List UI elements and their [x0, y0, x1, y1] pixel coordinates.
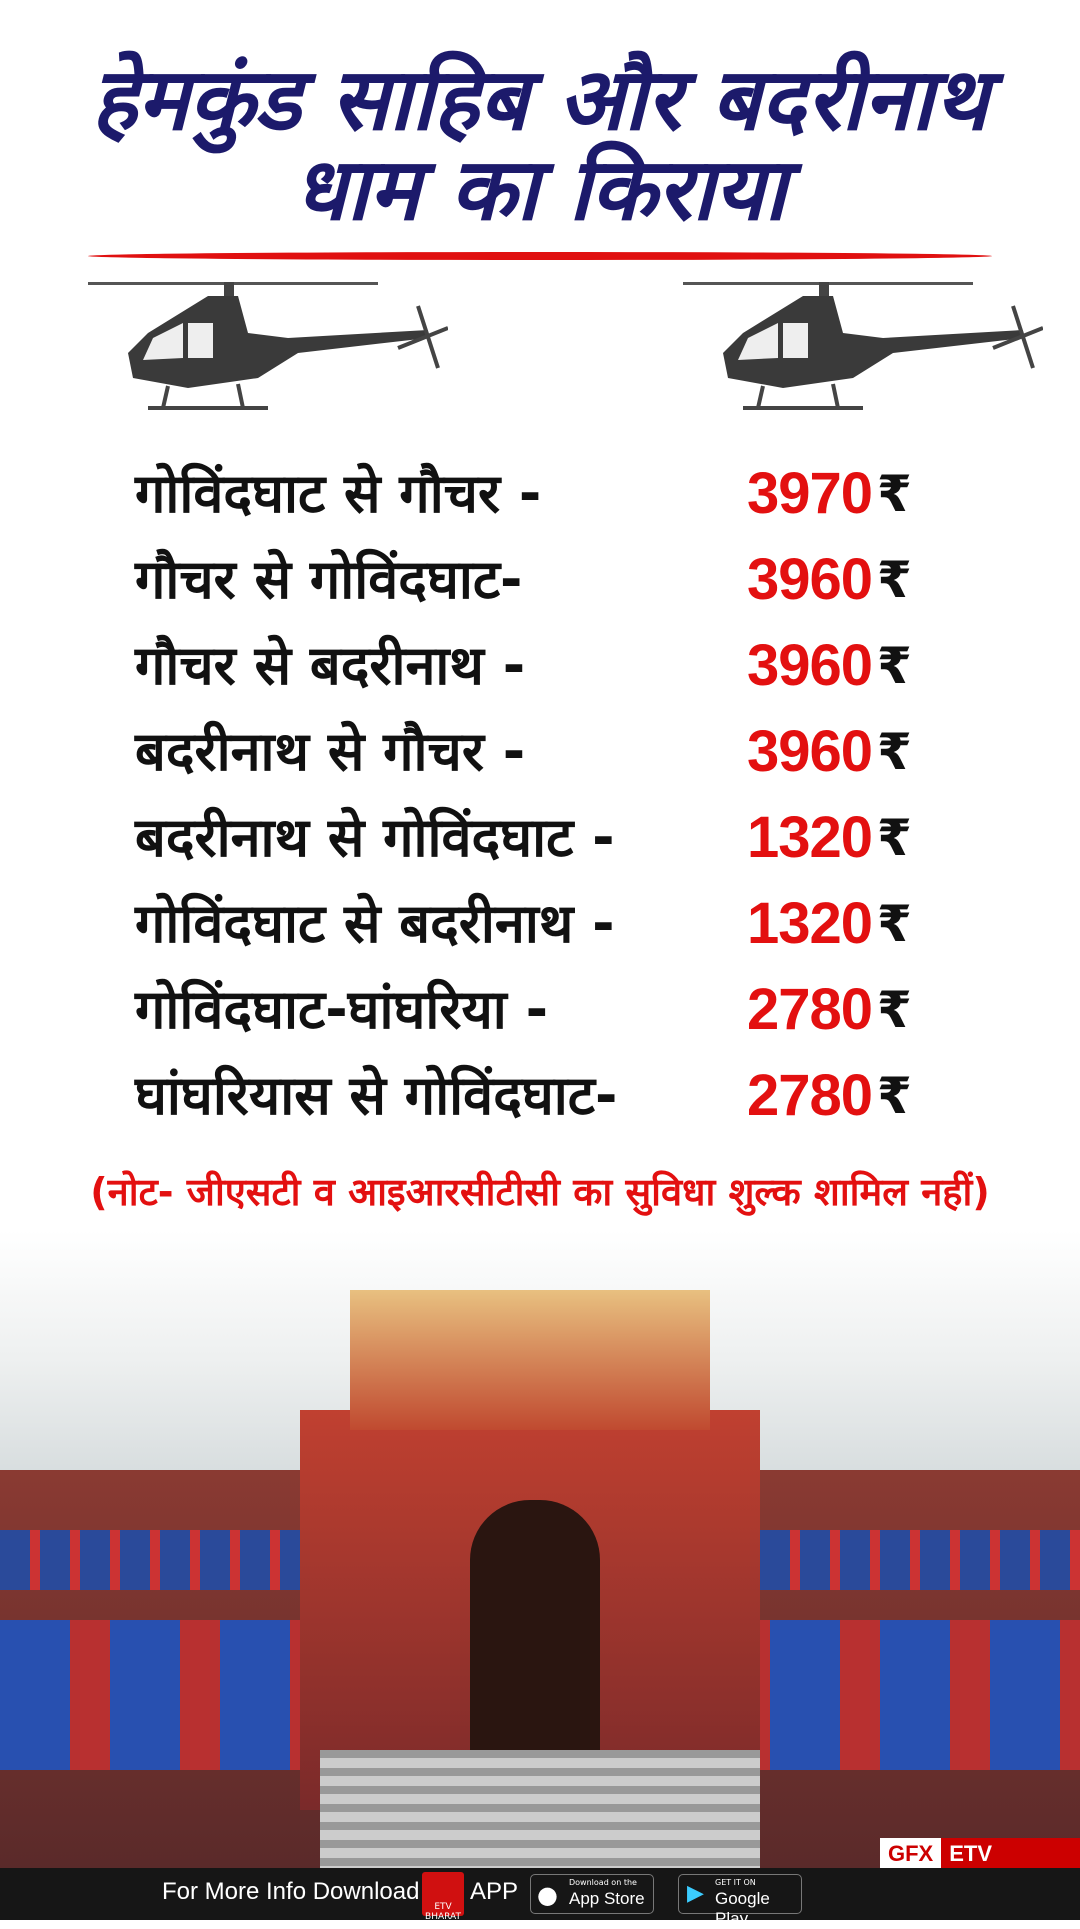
- fare-price: 2780: [747, 977, 873, 1042]
- play-small: GET IT ON: [715, 1878, 756, 1887]
- route-label: घांघरियास से गोविंदघाट-: [135, 1064, 618, 1127]
- temple-photo: [0, 1230, 1080, 1870]
- fare-row: बदरीनाथ से गोविंदघाट - 1320 ₹: [135, 798, 935, 878]
- rupee-symbol: ₹: [877, 1067, 912, 1125]
- rupee-symbol: ₹: [877, 465, 912, 523]
- app-store-button[interactable]: ● Download on the App Store: [530, 1874, 654, 1914]
- rupee-symbol: ₹: [877, 551, 912, 609]
- route-label: गोविंदघाट-घांघरिया -: [135, 978, 549, 1041]
- app-label: APP: [470, 1878, 519, 1905]
- rupee-symbol: ₹: [877, 809, 912, 867]
- play-icon: ▶: [687, 1881, 704, 1906]
- fare-row: गौचर से बदरीनाथ - 3960 ₹: [135, 626, 935, 706]
- rupee-symbol: ₹: [877, 637, 912, 695]
- appstore-label: App Store: [569, 1889, 645, 1908]
- route-label: गौचर से गोविंदघाट-: [135, 548, 523, 611]
- route-label: गोविंदघाट से गौचर -: [135, 462, 542, 525]
- route-label: गौचर से बदरीनाथ -: [135, 634, 526, 697]
- footer-bar: For More Info Download ETV BHARAT APP ● …: [0, 1868, 1080, 1928]
- appstore-small: Download on the: [569, 1878, 637, 1887]
- fare-price: 3960: [747, 633, 873, 698]
- fare-row: गौचर से गोविंदघाट- 3960 ₹: [135, 540, 935, 620]
- rupee-symbol: ₹: [877, 723, 912, 781]
- note: (नोट- जीएसटी व आइआरसीटीसी का सुविधा शुल्…: [90, 1170, 990, 1214]
- fare-price: 1320: [747, 805, 873, 870]
- apple-icon: ●: [537, 1881, 558, 1909]
- fare-price: 3970: [747, 461, 873, 526]
- gfx-label: GFX: [880, 1838, 942, 1870]
- title-line-2: धाम का किराया: [293, 140, 787, 240]
- fare-price: 1320: [747, 891, 873, 956]
- fare-price: 3960: [747, 547, 873, 612]
- helicopter-icon: [683, 282, 1043, 410]
- play-label: Google Play: [715, 1889, 770, 1928]
- title-line-1: हेमकुंड साहिब और बदरीनाथ: [91, 50, 989, 150]
- fare-price: 3960: [747, 719, 873, 784]
- brand-label: ETV BHARAT: [941, 1838, 1080, 1892]
- fare-row: बदरीनाथ से गौचर - 3960 ₹: [135, 712, 935, 792]
- fare-row: गोविंदघाट से गौचर - 3970 ₹: [135, 454, 935, 534]
- route-label: बदरीनाथ से गौचर -: [135, 720, 526, 783]
- fare-row: गोविंदघाट-घांघरिया - 2780 ₹: [135, 970, 935, 1050]
- fare-row: घांघरियास से गोविंदघाट- 2780 ₹: [135, 1056, 935, 1136]
- footer-text: For More Info Download: [162, 1878, 420, 1905]
- divider: [88, 252, 992, 260]
- fare-price: 2780: [747, 1063, 873, 1128]
- google-play-button[interactable]: ▶ GET IT ON Google Play: [678, 1874, 802, 1928]
- rupee-symbol: ₹: [877, 895, 912, 953]
- helicopter-icon: [88, 282, 448, 410]
- route-label: गोविंदघाट से बदरीनाथ -: [135, 892, 615, 955]
- watermark: GFX ETV BHARAT: [880, 1838, 1080, 1892]
- etv-app-logo[interactable]: ETV BHARAT: [422, 1872, 464, 1922]
- app-logo-text: ETV BHARAT: [425, 1902, 461, 1922]
- rupee-symbol: ₹: [877, 981, 912, 1039]
- fare-row: गोविंदघाट से बदरीनाथ - 1320 ₹: [135, 884, 935, 964]
- route-label: बदरीनाथ से गोविंदघाट -: [135, 806, 615, 869]
